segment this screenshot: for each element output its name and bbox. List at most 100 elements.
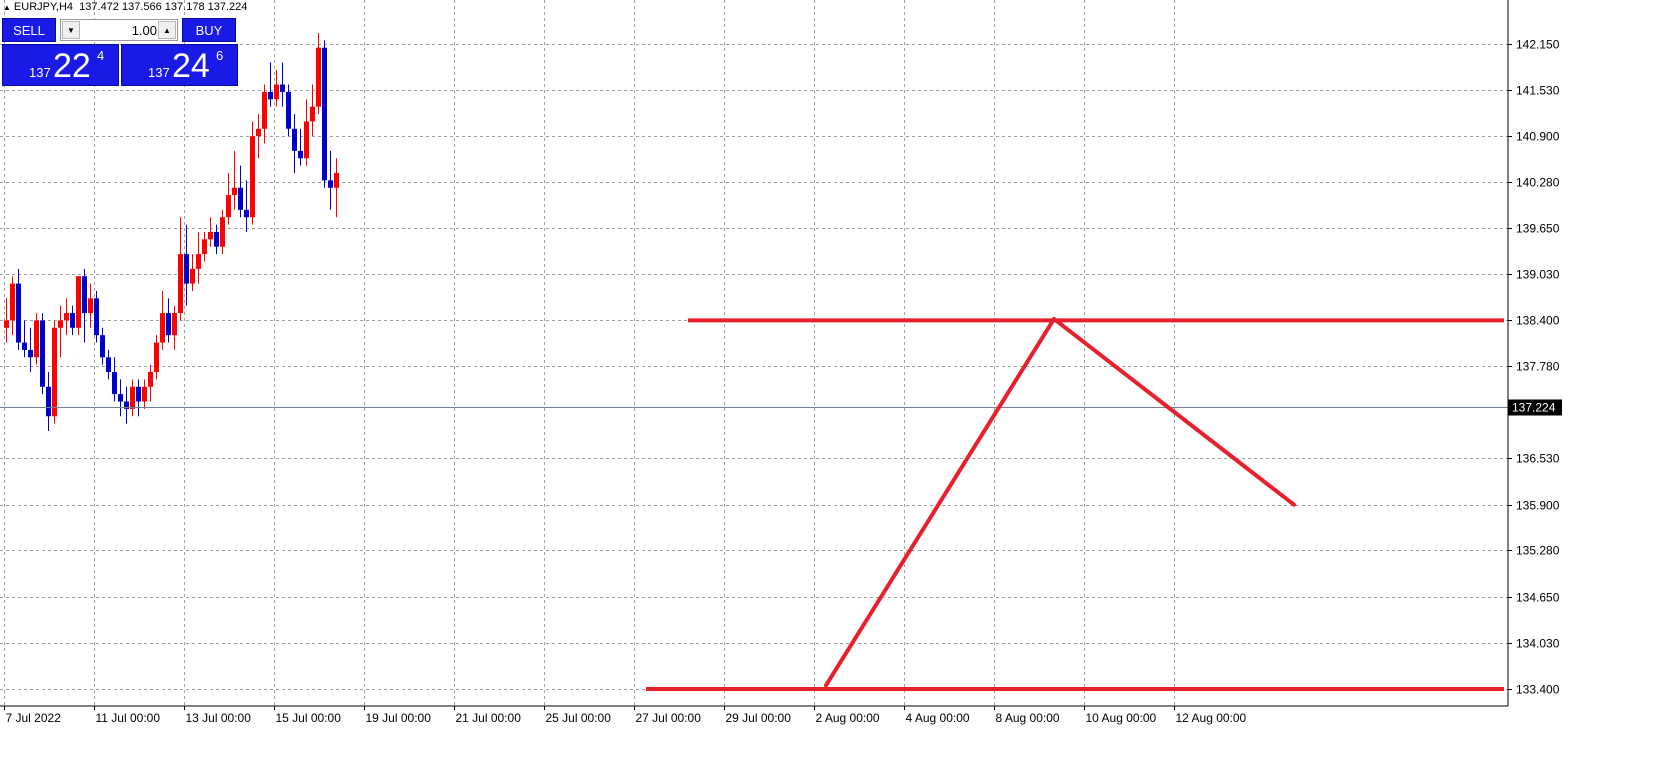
candle-body [244, 209, 249, 218]
current-price-label: 137.224 [1512, 401, 1556, 415]
candle-body [178, 254, 183, 314]
candle-body [262, 91, 267, 129]
bear-candle [112, 357, 117, 402]
candle-body [322, 47, 327, 181]
candle-body [10, 283, 15, 321]
y-tick-label: 140.280 [1516, 176, 1560, 190]
bear-candle [106, 349, 111, 380]
bull-candle [52, 320, 57, 424]
bull-candle [310, 84, 315, 137]
bear-candle [28, 327, 33, 373]
bear-candle [136, 379, 141, 417]
buy-price-quote[interactable]: 137 24 6 [121, 44, 238, 86]
y-tick-label: 136.530 [1516, 452, 1560, 466]
buy-price-prefix: 137 [148, 65, 170, 80]
bear-candle [238, 165, 243, 218]
candle-body [160, 313, 165, 343]
candle-body [100, 335, 105, 358]
y-tick-label: 142.150 [1516, 38, 1560, 52]
bear-candle [70, 305, 75, 336]
y-tick-label: 138.400 [1516, 314, 1560, 328]
bull-candle [262, 84, 267, 144]
bull-candle [316, 32, 321, 115]
y-tick-label: 137.780 [1516, 360, 1560, 374]
candle-body [304, 121, 309, 159]
ohlc-readout: 137.472 137.566 137.178 137.224 [79, 1, 248, 13]
sell-price-big: 22 [53, 47, 91, 85]
candle-body [256, 128, 261, 137]
bear-candle [82, 268, 87, 343]
bear-candle [322, 40, 327, 188]
bull-candle [88, 283, 93, 328]
buy-price-point: 6 [216, 48, 224, 63]
bear-candle [328, 150, 333, 210]
candle-body [310, 106, 315, 122]
candle-body [196, 254, 201, 269]
bull-candle [208, 217, 213, 247]
candle-body [16, 283, 21, 343]
candle-body [226, 195, 231, 218]
y-tick-label: 140.900 [1516, 130, 1560, 144]
bear-candle [22, 320, 27, 358]
candle-body [238, 187, 243, 210]
candle-body [82, 276, 87, 314]
bear-candle [184, 224, 189, 306]
lot-decrease-icon[interactable]: ▼ [62, 21, 80, 39]
bear-candle [166, 298, 171, 343]
bear-candle [46, 372, 51, 431]
candle-body [166, 313, 171, 336]
lot-size-input[interactable] [83, 20, 157, 40]
candle-body [148, 372, 153, 387]
bull-candle [232, 150, 237, 210]
lot-increase-icon[interactable]: ▲ [158, 21, 176, 39]
bull-candle [172, 305, 177, 350]
bull-candle [142, 379, 147, 409]
trend-line [824, 316, 1056, 688]
candle-body [172, 313, 177, 336]
x-tick-label: 15 Jul 00:00 [276, 711, 342, 725]
bull-candle [76, 276, 81, 336]
chart-grid [0, 0, 1508, 706]
drawn-lines [0, 316, 1508, 691]
candle-body [328, 180, 333, 188]
y-tick-label: 141.530 [1516, 84, 1560, 98]
collapse-triangle-icon[interactable]: ▲ [3, 3, 11, 12]
sell-button[interactable]: SELL [2, 18, 56, 42]
x-tick-label: 7 Jul 2022 [6, 711, 62, 725]
candle-body [34, 320, 39, 358]
sell-price-quote[interactable]: 137 22 4 [2, 44, 119, 86]
x-tick-label: 11 Jul 00:00 [96, 711, 161, 725]
bear-candle [94, 290, 99, 343]
bull-candle [160, 290, 165, 350]
candle-body [64, 313, 69, 321]
y-tick-label: 139.030 [1516, 268, 1560, 282]
candle-body [58, 320, 63, 328]
lot-size-stepper[interactable]: ▼ ▲ [60, 19, 178, 41]
chart-header: ▲ EURJPY,H4 137.472 137.566 137.178 137.2… [0, 0, 247, 14]
candle-body [298, 150, 303, 159]
bull-candle [274, 69, 279, 107]
x-tick-label: 25 Jul 00:00 [546, 711, 612, 725]
bear-candle [244, 180, 249, 232]
candle-body [286, 91, 291, 129]
x-tick-label: 21 Jul 00:00 [456, 711, 522, 725]
bull-candle [202, 231, 207, 262]
bear-candle [100, 327, 105, 365]
one-click-trading-panel: SELL ▼ ▲ BUY 137 22 4 137 24 6 [2, 18, 238, 86]
bull-candle [226, 173, 231, 225]
candle-body [184, 254, 189, 284]
candle-body [106, 357, 111, 373]
bull-candle [64, 298, 69, 336]
bear-candle [118, 379, 123, 417]
bull-candle [10, 276, 15, 336]
y-tick-label: 134.030 [1516, 637, 1560, 651]
buy-button[interactable]: BUY [182, 18, 236, 42]
candle-body [334, 173, 339, 188]
bull-candle [130, 379, 135, 417]
sell-price-prefix: 137 [29, 65, 51, 80]
candle-body [94, 298, 99, 336]
bull-candle [58, 305, 63, 358]
y-tick-label: 133.400 [1516, 683, 1560, 697]
y-tick-label: 135.900 [1516, 499, 1560, 513]
